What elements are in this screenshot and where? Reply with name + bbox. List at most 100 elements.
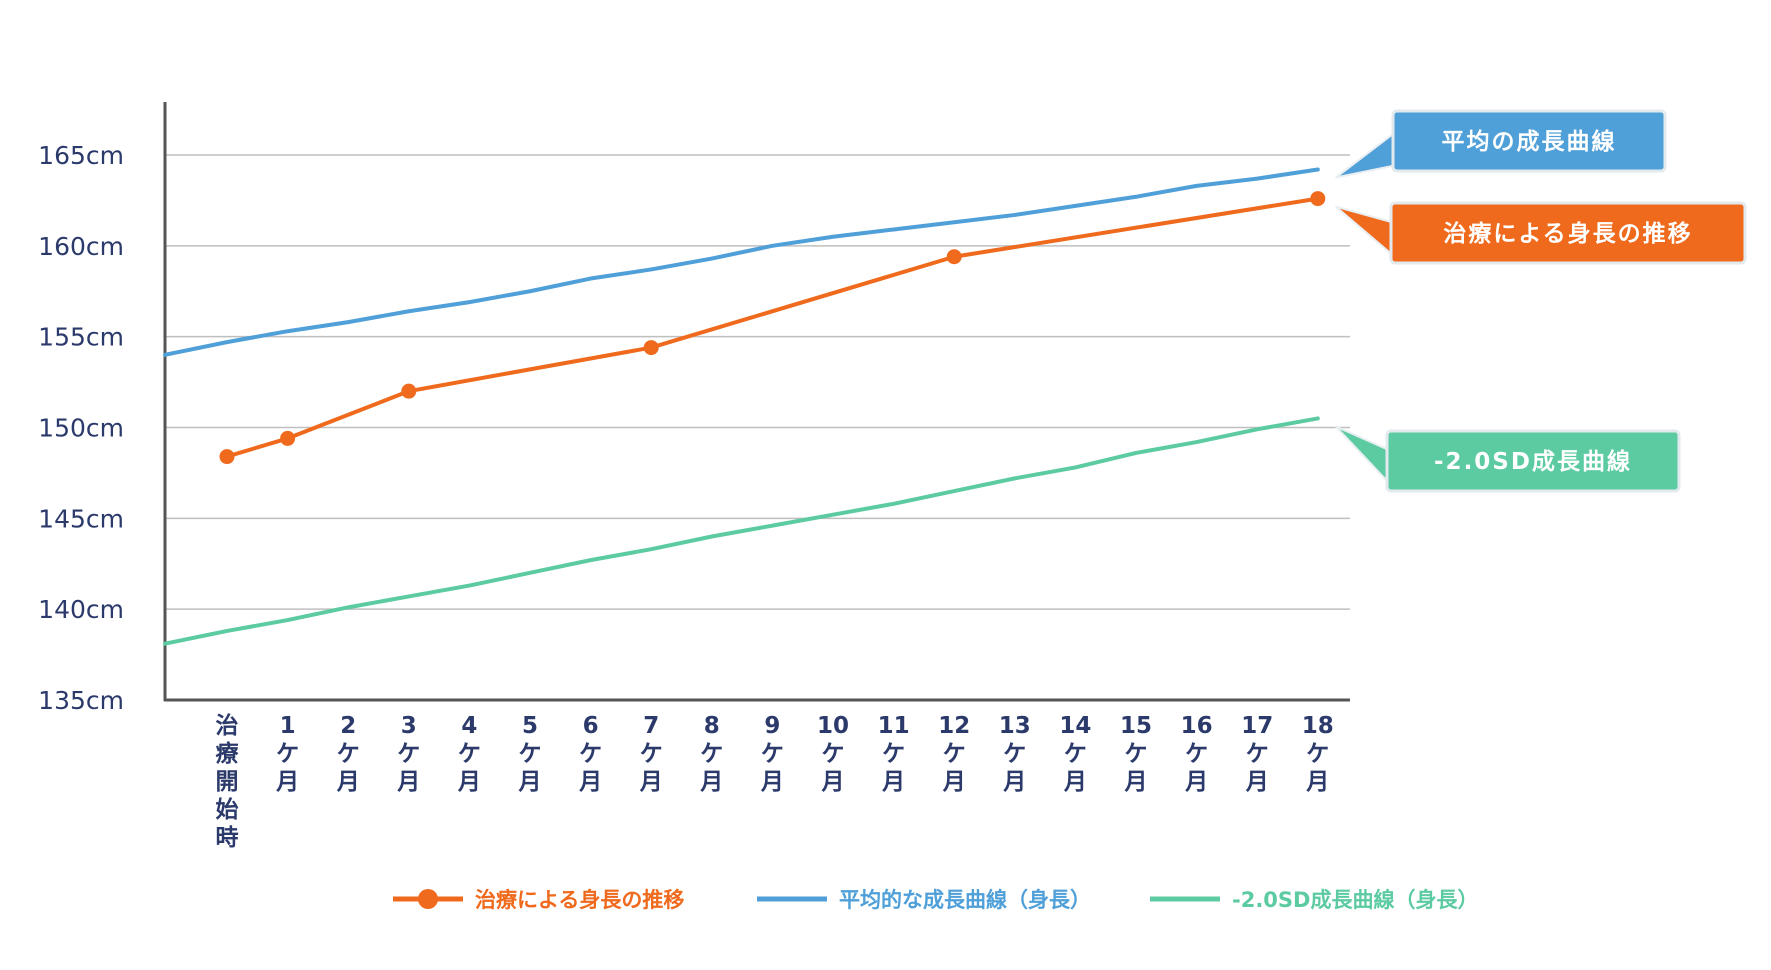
x-tick-char: 療	[216, 740, 240, 767]
series-callout: 治療による身長の推移	[1335, 201, 1747, 265]
x-tick-char: 10	[817, 713, 849, 739]
x-tick-char: ケ	[761, 741, 784, 767]
x-tick-char: ケ	[640, 741, 663, 767]
x-tick-char: 16	[1181, 713, 1213, 739]
legend-label: -2.0SD成長曲線（身長）	[1232, 888, 1478, 912]
x-tick-char: 4	[461, 713, 477, 739]
x-tick-label: 3ケ月	[396, 713, 420, 795]
series-line	[163, 167, 1320, 357]
legend-item: -2.0SD成長曲線（身長）	[1150, 888, 1478, 912]
y-axis-ticks: 135cm 140cm 145cm 150cm 155cm 160cm 165cm	[38, 141, 124, 715]
x-tick-char: 月	[1184, 769, 1208, 795]
callout-label: 平均の成長曲線	[1442, 128, 1617, 155]
x-tick-char: ケ	[822, 741, 845, 767]
x-tick-label: 9ケ月	[760, 713, 784, 795]
series-markers	[219, 191, 1326, 465]
x-tick-char: ケ	[700, 741, 723, 767]
x-tick-char: 月	[275, 769, 299, 795]
callout-pointer	[1335, 205, 1396, 260]
x-tick-char: 15	[1120, 713, 1152, 739]
data-point	[1310, 191, 1326, 207]
data-point	[643, 340, 659, 356]
x-tick-char: 18	[1302, 713, 1334, 739]
x-tick-char: ケ	[519, 741, 542, 767]
callout-box	[1391, 109, 1667, 173]
x-tick-char: 12	[938, 713, 970, 739]
series-callout: -2.0SD成長曲線	[1335, 425, 1681, 493]
x-tick-char: ケ	[337, 741, 360, 767]
x-tick-char: 月	[760, 769, 784, 795]
legend: 治療による身長の推移 平均的な成長曲線（身長） -2.0SD成長曲線（身長）	[393, 888, 1478, 912]
legend-marker	[418, 889, 438, 909]
legend-label: 治療による身長の推移	[475, 888, 684, 912]
x-tick-char: 11	[878, 713, 910, 739]
x-tick-char: 14	[1059, 713, 1091, 739]
callout-box	[1385, 429, 1681, 493]
legend-item: 平均的な成長曲線（身長）	[757, 888, 1091, 912]
y-tick-label: 145cm	[38, 504, 124, 533]
x-tick-label: 8ケ月	[699, 713, 723, 795]
y-tick-label: 140cm	[38, 595, 124, 624]
x-tick-label: 5ケ月	[518, 713, 542, 795]
x-tick-char: ケ	[1003, 741, 1026, 767]
x-tick-char: 月	[942, 769, 966, 795]
callout-pointer	[1335, 425, 1392, 488]
x-tick-char: 月	[881, 769, 905, 795]
x-tick-label: 2ケ月	[336, 713, 360, 795]
legend-label: 平均的な成長曲線（身長）	[839, 888, 1091, 912]
x-tick-char: ケ	[397, 741, 420, 767]
x-tick-char: ケ	[276, 741, 299, 767]
x-tick-char: 月	[1063, 769, 1087, 795]
x-tick-char: 月	[457, 769, 481, 795]
x-tick-char: 6	[583, 713, 599, 739]
x-tick-char: 開	[216, 769, 239, 795]
x-tick-char: 13	[999, 713, 1031, 739]
x-tick-char: 1	[280, 713, 296, 739]
x-tick-char: 月	[336, 769, 360, 795]
x-tick-char: 月	[1124, 769, 1148, 795]
x-axis-ticks: 治療開始時1ケ月2ケ月3ケ月4ケ月5ケ月6ケ月7ケ月8ケ月9ケ月10ケ月11ケ月…	[216, 712, 1334, 851]
grid-lines	[165, 154, 1350, 610]
x-tick-char: 5	[522, 713, 538, 739]
x-tick-char: 月	[639, 769, 663, 795]
callout-label: 治療による身長の推移	[1443, 220, 1692, 247]
x-tick-char: 3	[401, 713, 417, 739]
x-tick-char: 始	[216, 796, 239, 823]
x-tick-label: 4ケ月	[457, 713, 481, 795]
series-line	[225, 196, 1320, 459]
y-tick-label: 135cm	[38, 686, 124, 715]
series-line	[163, 416, 1320, 646]
callout-box	[1389, 201, 1747, 265]
x-tick-char: ケ	[1246, 741, 1269, 767]
x-tick-char: ケ	[1064, 741, 1087, 767]
x-tick-char: 17	[1241, 713, 1273, 739]
data-point	[946, 249, 962, 265]
x-tick-char: 月	[1002, 769, 1026, 795]
y-tick-label: 160cm	[38, 232, 124, 261]
x-tick-char: ケ	[1185, 741, 1208, 767]
data-point	[280, 430, 296, 446]
callout-label: -2.0SD成長曲線	[1434, 448, 1632, 475]
legend-item: 治療による身長の推移	[393, 888, 684, 912]
x-tick-char: ケ	[458, 741, 481, 767]
x-tick-char: 月	[699, 769, 723, 795]
y-tick-label: 155cm	[38, 323, 124, 352]
data-point	[219, 449, 235, 465]
x-tick-char: ケ	[1125, 741, 1148, 767]
series-lines	[163, 167, 1320, 646]
x-tick-char: 2	[340, 713, 356, 739]
x-tick-char: 月	[1305, 769, 1329, 795]
x-tick-char: 月	[518, 769, 542, 795]
x-tick-char: 月	[578, 769, 602, 795]
x-tick-label: 7ケ月	[639, 713, 663, 795]
x-tick-char: 時	[216, 825, 239, 851]
y-tick-label: 165cm	[38, 141, 124, 170]
